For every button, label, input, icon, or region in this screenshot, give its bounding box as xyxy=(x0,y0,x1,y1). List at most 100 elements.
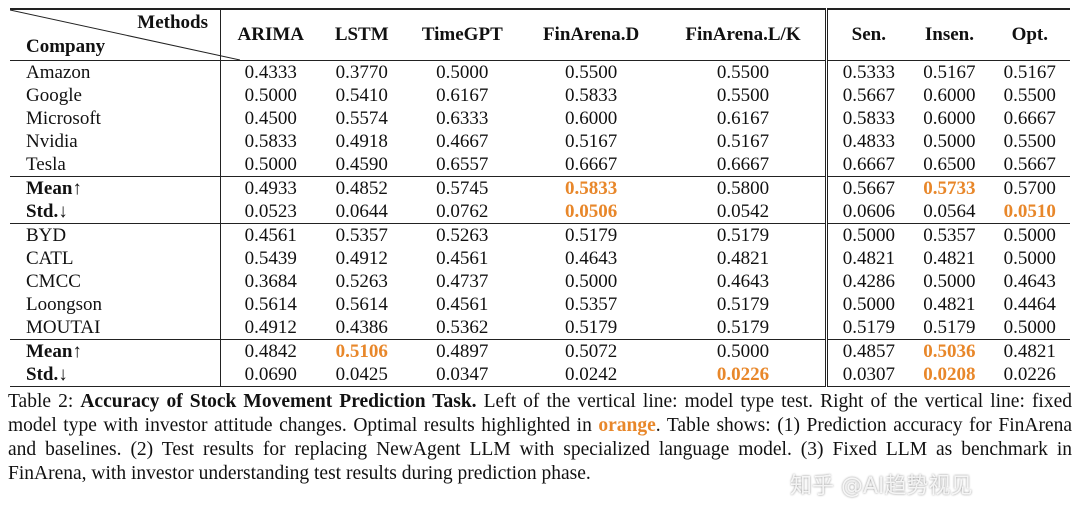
value-cell: 0.5500 xyxy=(1003,84,1056,106)
value-cell: 0.5800 xyxy=(660,176,829,200)
value-cell: 0.5833 xyxy=(564,84,618,106)
caption-rest: . Table shows: (1) Prediction accuracy f… xyxy=(8,415,1072,484)
value-cell: 0.4561 xyxy=(436,247,489,269)
company-row: Loongson 0.5614 0.5614 0.4561 0.5357 0.5179 0.… xyxy=(10,293,1070,316)
value-cell: 0.5263 xyxy=(335,270,388,292)
value-cell: 0.6557 xyxy=(436,153,489,175)
value-cell: 0.5000 xyxy=(660,339,829,363)
company-cell: Mean↑ xyxy=(10,339,221,363)
value-cell: 0.0347 xyxy=(436,363,489,385)
company-cell: MOUTAI xyxy=(10,316,221,340)
corner-methods: Methods xyxy=(137,12,208,33)
value-cell: 0.5000 xyxy=(564,270,618,292)
value-cell: 0.0506 xyxy=(564,200,618,222)
value-cell: 0.5500 xyxy=(660,60,829,84)
value-cell: 0.5667 xyxy=(1003,153,1056,175)
value-cell: 0.5574 xyxy=(335,107,388,129)
value-cell: 0.4643 xyxy=(564,247,618,269)
value-cell: 0.0425 xyxy=(335,363,388,385)
company-row: MOUTAI 0.4912 0.4386 0.5362 0.5179 0.5179 0.51… xyxy=(10,316,1070,340)
value-cell: 0.4561 xyxy=(436,293,489,315)
value-cell: 0.5106 xyxy=(335,340,388,362)
value-cell: 0.5745 xyxy=(436,177,489,199)
diagonal xyxy=(10,10,240,60)
value-cell: 0.5179 xyxy=(660,223,829,247)
company-cell: Google xyxy=(10,84,221,107)
value-cell: 0.5000 xyxy=(923,130,976,152)
value-cell: 0.6167 xyxy=(436,84,489,106)
value-cell: 0.5667 xyxy=(842,84,895,106)
value-cell: 0.5410 xyxy=(335,84,388,106)
value-cell: 0.4590 xyxy=(335,153,388,175)
value-cell: 0.0510 xyxy=(1003,200,1056,222)
method-header: FinArena.D xyxy=(542,24,640,45)
value-cell: 0.5000 xyxy=(1003,247,1056,269)
value-cell: 0.0242 xyxy=(564,363,618,385)
company-cell: Amazon xyxy=(10,60,221,84)
company-row: Microsoft 0.4500 0.5574 0.6333 0.6000 0.6167 0… xyxy=(10,107,1070,130)
value-cell: 0.5833 xyxy=(244,130,297,152)
caption-highlight: orange xyxy=(598,415,656,436)
value-cell: 0.0226 xyxy=(1003,363,1056,385)
value-cell: 0.6667 xyxy=(564,153,618,175)
value-cell: 0.5357 xyxy=(335,224,388,246)
company-row: Nvidia 0.5833 0.4918 0.4667 0.5167 0.5167 0.48… xyxy=(10,130,1070,153)
summary-row: Std.↓ 0.0690 0.0425 0.0347 0.0242 0.0226 0.030… xyxy=(10,363,1070,387)
value-cell: 0.5500 xyxy=(1003,130,1056,152)
table-header: Methods Company ARIMA LSTM TimeGPT FinArena… xyxy=(10,9,1070,61)
method-header: FinArena.L/K xyxy=(660,9,829,61)
company-cell: Nvidia xyxy=(10,130,221,153)
value-cell: 0.5614 xyxy=(244,293,297,315)
value-cell: 0.0307 xyxy=(842,363,895,385)
value-cell: 0.5179 xyxy=(660,316,829,340)
value-cell: 0.4386 xyxy=(335,316,388,338)
value-cell: 0.5179 xyxy=(923,316,976,338)
value-cell: 0.4912 xyxy=(335,247,388,269)
value-cell: 0.6333 xyxy=(436,107,489,129)
value-cell: 0.0762 xyxy=(436,200,489,222)
value-cell: 0.3770 xyxy=(335,61,388,83)
value-cell: 0.4286 xyxy=(842,270,895,292)
value-cell: 0.4643 xyxy=(1003,270,1056,292)
value-cell: 0.5700 xyxy=(1003,177,1056,199)
value-cell: 0.4897 xyxy=(436,340,489,362)
value-cell: 0.5000 xyxy=(1003,316,1056,338)
method-header: LSTM xyxy=(334,24,389,45)
company-row: CATL 0.5439 0.4912 0.4561 0.4643 0.4821 0.4821… xyxy=(10,247,1070,270)
value-cell: 0.5667 xyxy=(842,177,895,199)
company-cell: Tesla xyxy=(10,153,221,177)
value-cell: 0.0208 xyxy=(923,363,976,385)
value-cell: 0.5263 xyxy=(436,224,489,246)
value-cell: 0.4821 xyxy=(660,247,829,270)
value-cell: 0.5000 xyxy=(244,153,297,175)
value-cell: 0.4912 xyxy=(244,316,297,338)
value-cell: 0.4821 xyxy=(923,293,976,315)
value-cell: 0.6000 xyxy=(923,84,976,106)
value-cell: 0.4918 xyxy=(335,130,388,152)
company-row: Amazon 0.4333 0.3770 0.5000 0.5500 0.5500 0.53… xyxy=(10,60,1070,84)
method-header: Sen. xyxy=(851,24,886,45)
value-cell: 0.5439 xyxy=(244,247,297,269)
value-cell: 0.6500 xyxy=(923,153,976,175)
value-cell: 0.5036 xyxy=(923,340,976,362)
value-cell: 0.5072 xyxy=(564,340,618,362)
value-cell: 0.4933 xyxy=(244,177,297,199)
value-cell: 0.5179 xyxy=(564,224,618,246)
value-cell: 0.5000 xyxy=(842,293,895,315)
value-cell: 0.4833 xyxy=(842,130,895,152)
value-cell: 0.5000 xyxy=(842,224,895,246)
company-cell: Loongson xyxy=(10,293,221,316)
method-header: TimeGPT xyxy=(421,24,503,45)
header-row: Methods Company ARIMA LSTM TimeGPT FinArena… xyxy=(10,9,1070,61)
value-cell: 0.4821 xyxy=(923,247,976,269)
company-cell: Mean↑ xyxy=(10,176,221,200)
company-cell: CMCC xyxy=(10,270,221,293)
caption-label: Table 2: xyxy=(8,391,74,412)
company-cell: Std.↓ xyxy=(10,200,221,224)
value-cell: 0.5000 xyxy=(436,61,489,83)
value-cell: 0.5179 xyxy=(660,293,829,316)
watermark: 知乎 @AI趋势视见 xyxy=(790,474,973,499)
value-cell: 0.0564 xyxy=(923,200,976,222)
corner-cell: Methods Company xyxy=(10,9,240,61)
